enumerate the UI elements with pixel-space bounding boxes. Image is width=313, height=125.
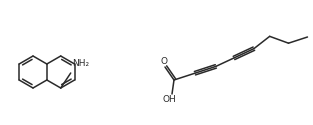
Text: OH: OH	[162, 96, 176, 104]
Text: O: O	[161, 58, 167, 66]
Text: NH₂: NH₂	[72, 59, 89, 68]
